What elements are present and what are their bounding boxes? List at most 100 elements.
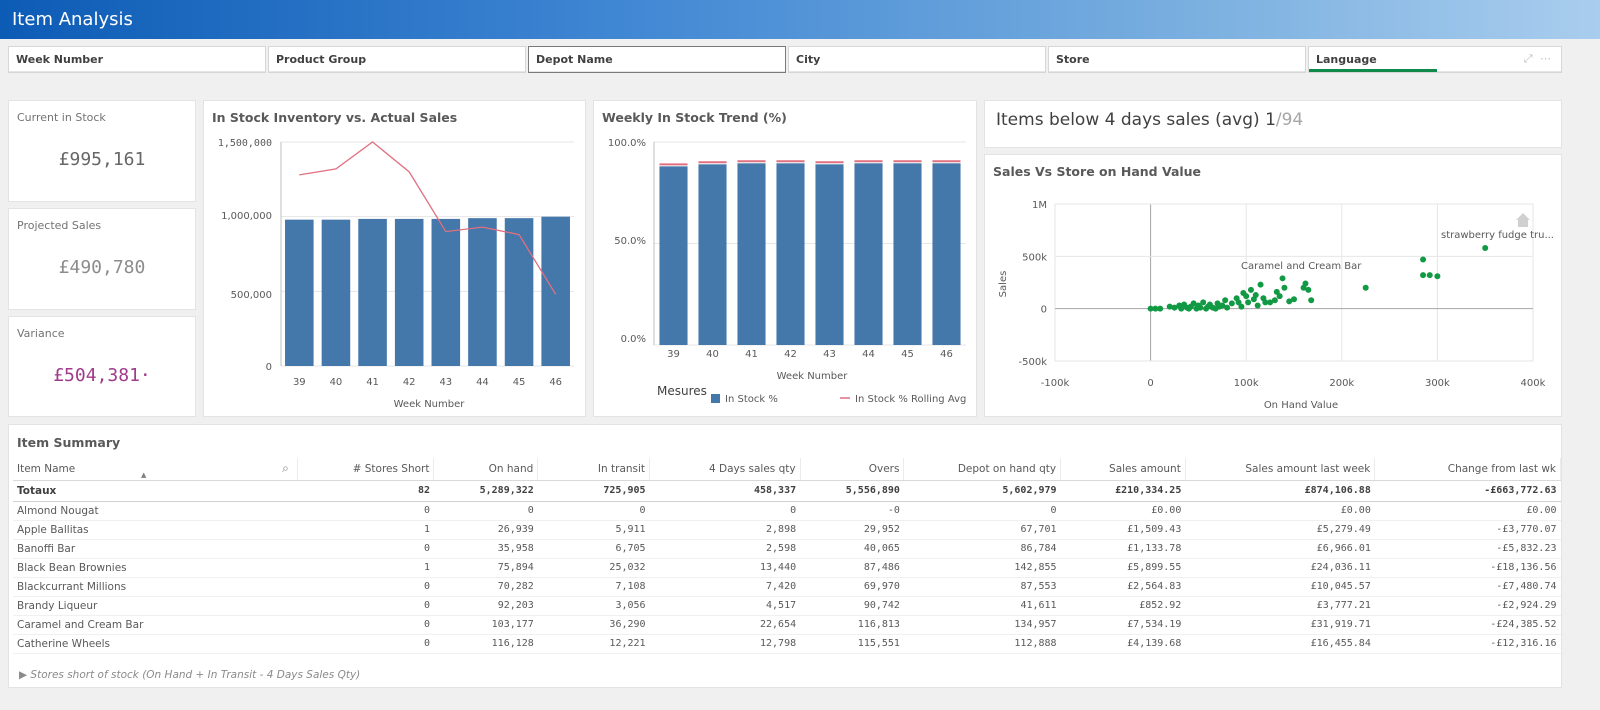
x-tick-label: 400k (1521, 378, 1546, 389)
x-tick-label: 46 (940, 349, 953, 360)
value-cell: 4,517 (649, 596, 801, 616)
value-cell: 26,939 (433, 520, 538, 540)
home-icon (1516, 213, 1530, 227)
filter-week-number[interactable]: Week Number (8, 46, 266, 73)
data-point (1271, 297, 1278, 304)
x-tick-label: 46 (549, 377, 562, 388)
kpi-value: £504,381· (53, 365, 151, 386)
bar (431, 218, 461, 366)
value-cell: 103,177 (433, 615, 538, 635)
expand-arrow-icon[interactable]: ▶ (19, 669, 28, 681)
kpi-projected-sales[interactable]: Projected Sales £490,780 (8, 208, 196, 310)
value-cell: 0 (649, 501, 801, 521)
value-cell: £210,334.25 (1060, 480, 1186, 502)
bar (815, 164, 844, 345)
value-cell: 0 (537, 501, 650, 521)
value-cell: 0 (297, 596, 434, 616)
value-cell: 13,440 (649, 558, 801, 578)
value-cell: 725,905 (537, 480, 650, 502)
value-cell: 0 (903, 501, 1061, 521)
filter-language[interactable]: Language ⤢ ⋯ (1308, 46, 1562, 73)
column-header[interactable]: In transit (537, 458, 651, 481)
value-cell: 40,065 (800, 539, 904, 559)
value-cell: 12,221 (537, 634, 650, 654)
x-tick-label: 43 (439, 377, 452, 388)
value-cell: 1 (297, 520, 434, 540)
chart-title: Sales Vs Store on Hand Value (993, 164, 1202, 179)
column-header[interactable]: On hand (433, 458, 539, 481)
data-point (1273, 288, 1280, 295)
item-summary-table-panel[interactable]: Item Summary Item Name ⌕ ▲ # Stores Short On… (8, 424, 1562, 688)
kpi-variance[interactable]: Variance £504,381· (8, 316, 196, 417)
bar (358, 218, 387, 366)
data-point (1267, 299, 1274, 306)
table-row[interactable]: Apple Ballitas 1 26,939 5,911 2,898 29,952 67,… (13, 520, 1561, 540)
table-row[interactable]: Brandy Liqueur 0 92,203 3,056 4,517 90,742 41,… (13, 596, 1561, 616)
data-point (1252, 292, 1259, 299)
table-row[interactable]: Black Bean Brownies 1 75,894 25,032 13,440 87… (13, 558, 1561, 578)
x-tick-label: 300k (1425, 378, 1450, 389)
annotation-strawberry: strawberry fudge tru... (1441, 230, 1554, 241)
summary-footer[interactable]: ▶ Stores short of stock (On Hand + In Tr… (19, 669, 360, 681)
bar (468, 218, 497, 366)
table-row[interactable]: Caramel and Cream Bar 0 103,177 36,290 22,65… (13, 615, 1561, 635)
column-header[interactable]: Change from last wk (1374, 458, 1561, 481)
items-below-kpi[interactable]: Items below 4 days sales (avg) 1/94 (984, 100, 1562, 148)
filter-city[interactable]: City (788, 46, 1046, 73)
y-tick-label: 50.0% (614, 236, 646, 247)
bar (893, 163, 922, 345)
kpi-label: Projected Sales (17, 219, 102, 232)
column-header[interactable]: 4 Days sales qty (649, 458, 801, 481)
item-name-cell: Brandy Liqueur (13, 596, 298, 616)
value-cell: 5,911 (537, 520, 650, 540)
value-cell: 5,289,322 (433, 480, 538, 502)
value-cell: £0.00 (1060, 501, 1186, 521)
column-header[interactable]: Depot on hand qty (903, 458, 1062, 481)
kpi-current-stock[interactable]: Current in Stock £995,161 (8, 100, 196, 202)
item-name-cell: Catherine Wheels (13, 634, 298, 654)
scatter-chart-svg: -100k 0 100k 200k 300k 400k 1M 500k 0 -500k stra… (998, 200, 1554, 411)
filter-product-group[interactable]: Product Group (268, 46, 526, 73)
table-row[interactable]: Almond Nougat 0 0 0 0 -0 0 £0.00 £0.00 £0.00 (13, 501, 1561, 521)
data-point (1224, 304, 1231, 311)
data-point (1291, 296, 1297, 303)
filter-depot-name[interactable]: Depot Name (528, 46, 786, 73)
column-header[interactable]: Sales amount last week (1185, 458, 1376, 481)
value-cell: £10,045.57 (1185, 577, 1375, 597)
value-cell: 0 (433, 501, 538, 521)
search-icon[interactable]: ⌕ (282, 461, 289, 475)
value-cell: -£663,772.63 (1374, 480, 1561, 502)
value-cell: 5,556,890 (800, 480, 904, 502)
data-point (1426, 272, 1433, 279)
inventory-vs-sales-chart[interactable]: In Stock Inventory vs. Actual Sales 1,50… (203, 100, 586, 417)
value-cell: 0 (297, 501, 434, 521)
sales-vs-onhand-chart[interactable]: Sales Vs Store on Hand Value -100k 0 100k 2… (984, 154, 1562, 417)
filter-store[interactable]: Store (1048, 46, 1306, 73)
bar (321, 219, 351, 366)
column-header[interactable]: Overs (800, 458, 905, 481)
annotation-caramel: Caramel and Cream Bar (1241, 261, 1362, 272)
filter-label: Store (1056, 53, 1090, 66)
column-header[interactable]: # Stores Short (297, 458, 435, 481)
table-row[interactable]: Blackcurrant Millions 0 70,282 7,108 7,420 69… (13, 577, 1561, 597)
value-cell: 90,742 (800, 596, 904, 616)
legend-title: Mesures (657, 384, 707, 398)
data-point (1257, 281, 1264, 288)
summary-footer-text: Stores short of stock (On Hand + In Tran… (30, 669, 361, 681)
data-point (1178, 305, 1185, 312)
table-row[interactable]: Catherine Wheels 0 116,128 12,221 12,798 115,… (13, 634, 1561, 654)
bar (932, 163, 961, 345)
column-header[interactable]: Sales amount (1060, 458, 1186, 481)
data-point (1171, 304, 1178, 311)
filter-label: City (796, 53, 821, 66)
column-header[interactable]: Item Name ⌕ ▲ (13, 458, 298, 481)
table-row[interactable]: Banoffi Bar 0 35,958 6,705 2,598 40,065 86,784… (13, 539, 1561, 559)
x-tick-label: 45 (513, 377, 526, 388)
item-name-cell: Totaux (13, 480, 298, 502)
total-row[interactable]: Totaux 82 5,289,322 725,905 458,337 5,556,890… (13, 480, 1561, 502)
trend-chart-svg: 100.0% 50.0% 0.0% 39 40 41 42 43 44 45 46 Week … (608, 138, 966, 405)
filter-label: Depot Name (536, 53, 613, 66)
expand-more-icon[interactable]: ⤢ ⋯ (1523, 52, 1553, 65)
weekly-stock-trend-chart[interactable]: Weekly In Stock Trend (%) 100.0% 50.0% 0… (593, 100, 977, 417)
data-point (1305, 286, 1312, 293)
